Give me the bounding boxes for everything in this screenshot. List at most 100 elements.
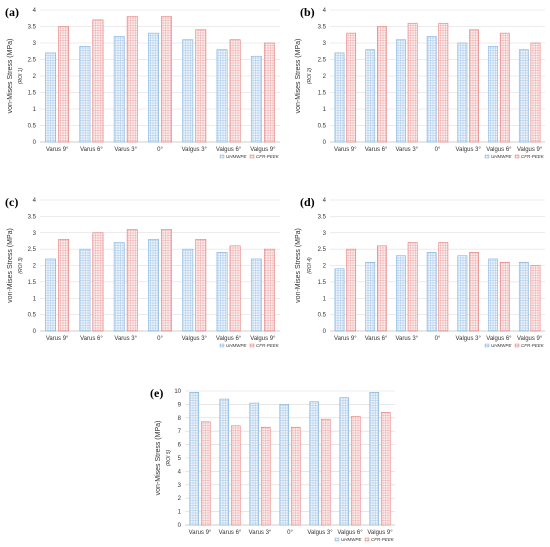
y-tick-label: 0 bbox=[33, 140, 37, 146]
x-tick-label: Varus 9° bbox=[334, 147, 357, 153]
y-tick-label: 1 bbox=[33, 107, 37, 113]
y-tick-label: 10 bbox=[174, 389, 181, 395]
bar-uhmwpe bbox=[45, 52, 57, 143]
x-tick-label: 0° bbox=[435, 147, 441, 153]
legend-swatch-cfr-peek bbox=[249, 154, 255, 159]
y-tick-label: 4 bbox=[33, 198, 37, 204]
y-tick-label: 0.5 bbox=[28, 313, 37, 319]
legend-label-cfr-peek: CFR-PEEK bbox=[521, 154, 545, 159]
bar-cfr-peek bbox=[200, 421, 211, 526]
bar-uhmwpe bbox=[488, 46, 498, 143]
bar-uhmwpe bbox=[182, 39, 194, 143]
x-tick-label: Valgus 9° bbox=[517, 336, 543, 342]
panel-label: (d) bbox=[300, 195, 315, 209]
legend-label-cfr-peek: CFR-PEEK bbox=[256, 343, 280, 348]
bar-uhmwpe bbox=[457, 42, 468, 143]
y-tick-label: 2 bbox=[178, 496, 182, 502]
bar-cfr-peek bbox=[499, 32, 510, 143]
y-tick-label: 0.5 bbox=[318, 313, 327, 319]
bar-uhmwpe bbox=[426, 36, 437, 143]
bar-cfr-peek bbox=[126, 16, 138, 143]
legend-swatch-uhmwpe bbox=[219, 343, 225, 348]
bar-cfr-peek bbox=[499, 261, 510, 332]
y-tick-label: 5 bbox=[178, 456, 182, 462]
x-tick-label: Valgus 6° bbox=[486, 147, 512, 153]
x-tick-label: Varus 6° bbox=[80, 147, 103, 153]
x-tick-label: 0° bbox=[157, 336, 163, 342]
bar-uhmwpe bbox=[339, 397, 350, 526]
x-tick-label: Valgus 6° bbox=[216, 336, 242, 342]
x-tick-label: Valgus 9° bbox=[517, 147, 543, 153]
bar-cfr-peek bbox=[263, 42, 275, 143]
y-tick-label: 3 bbox=[178, 483, 182, 489]
bar-uhmwpe bbox=[250, 258, 262, 332]
bar-cfr-peek bbox=[407, 22, 418, 143]
bar-cfr-peek bbox=[195, 29, 207, 143]
bar-cfr-peek bbox=[230, 425, 241, 526]
legend-label-uhmwpe: UHMWPE bbox=[226, 154, 247, 159]
y-tick-label: 1.5 bbox=[28, 91, 37, 97]
bar-cfr-peek bbox=[377, 245, 387, 332]
chart-panel-d: 0 0.5 1 1.5 2 2.5 3 3.5 4 Varus 9° Varus 6° Varus 3… bbox=[295, 195, 545, 348]
y-tick-label: 8 bbox=[178, 416, 182, 422]
bar-cfr-peek bbox=[407, 242, 418, 332]
bar-cfr-peek bbox=[92, 232, 104, 332]
x-tick-label: Valgus 3° bbox=[182, 147, 208, 153]
bar-cfr-peek bbox=[92, 19, 104, 143]
bar-uhmwpe bbox=[518, 49, 529, 143]
bar-cfr-peek bbox=[346, 248, 357, 332]
legend-swatch-cfr-peek bbox=[249, 343, 255, 348]
y-tick-label: 4 bbox=[178, 469, 182, 475]
bar-uhmwpe bbox=[518, 261, 529, 332]
bar-cfr-peek bbox=[58, 26, 70, 143]
y-tick-label: 1.5 bbox=[28, 280, 37, 286]
chart-panel-c: 0 0.5 1 1.5 2 2.5 3 3.5 4 Varus 9° Varus 6° Varus 3… bbox=[5, 195, 280, 348]
panel-label: (e) bbox=[150, 386, 163, 400]
chart-panel-e: 0 1 2 3 4 5 6 7 8 9 10 Varus 9° Varus 6° Varus 3° 0° Va… bbox=[150, 386, 395, 542]
x-tick-label: 0° bbox=[287, 530, 293, 536]
x-tick-label: Varus 6° bbox=[365, 147, 388, 153]
bar-uhmwpe bbox=[279, 404, 290, 526]
bar-uhmwpe bbox=[79, 46, 91, 143]
y-tick-label: 1 bbox=[33, 296, 37, 302]
y-tick-label: 3 bbox=[33, 231, 37, 237]
y-tick-label: 2.5 bbox=[28, 58, 37, 64]
roi-label: (ROI 5) bbox=[166, 449, 172, 466]
x-tick-label: Valgus 6° bbox=[486, 336, 512, 342]
y-tick-label: 2 bbox=[33, 264, 37, 270]
x-tick-label: Varus 6° bbox=[219, 530, 242, 536]
bar-uhmwpe bbox=[309, 401, 320, 526]
legend-label-uhmwpe: UHMWPE bbox=[341, 537, 362, 542]
bar-uhmwpe bbox=[365, 49, 376, 143]
bar-cfr-peek bbox=[161, 229, 172, 332]
x-tick-label: Varus 3° bbox=[395, 147, 418, 153]
y-tick-label: 7 bbox=[178, 429, 182, 435]
y-axis-title: von-Mises Stress (MPa) bbox=[7, 39, 14, 114]
y-axis-title: von-Mises Stress (MPa) bbox=[155, 421, 162, 496]
y-tick-label: 6 bbox=[178, 443, 182, 449]
bar-cfr-peek bbox=[346, 32, 357, 143]
x-tick-label: Valgus 3° bbox=[456, 147, 482, 153]
x-tick-label: Varus 9° bbox=[46, 147, 69, 153]
bar-cfr-peek bbox=[161, 16, 172, 143]
y-tick-label: 0.5 bbox=[318, 124, 327, 130]
y-tick-label: 2.5 bbox=[318, 58, 327, 64]
x-tick-label: 0° bbox=[157, 147, 163, 153]
bar-uhmwpe bbox=[182, 248, 194, 332]
bar-uhmwpe bbox=[148, 239, 159, 332]
panel-label: (a) bbox=[5, 5, 19, 19]
legend-swatch-uhmwpe bbox=[484, 343, 490, 348]
y-axis-title: von-Mises Stress (MPa) bbox=[7, 228, 14, 303]
legend-label-cfr-peek: CFR-PEEK bbox=[256, 154, 280, 159]
y-tick-label: 0 bbox=[33, 329, 37, 335]
bar-uhmwpe bbox=[219, 398, 230, 526]
roi-label: (ROI 3) bbox=[18, 257, 24, 274]
bar-cfr-peek bbox=[469, 252, 479, 332]
bar-uhmwpe bbox=[369, 392, 380, 526]
x-tick-label: Valgus 9° bbox=[250, 336, 276, 342]
panel-label: (c) bbox=[5, 195, 18, 209]
bar-uhmwpe bbox=[488, 258, 498, 332]
bar-cfr-peek bbox=[229, 39, 241, 143]
chart-panel-a: 0 0.5 1 1.5 2 2.5 3 3.5 4 Varus 9° Varus 6° Varus 3… bbox=[5, 5, 280, 159]
